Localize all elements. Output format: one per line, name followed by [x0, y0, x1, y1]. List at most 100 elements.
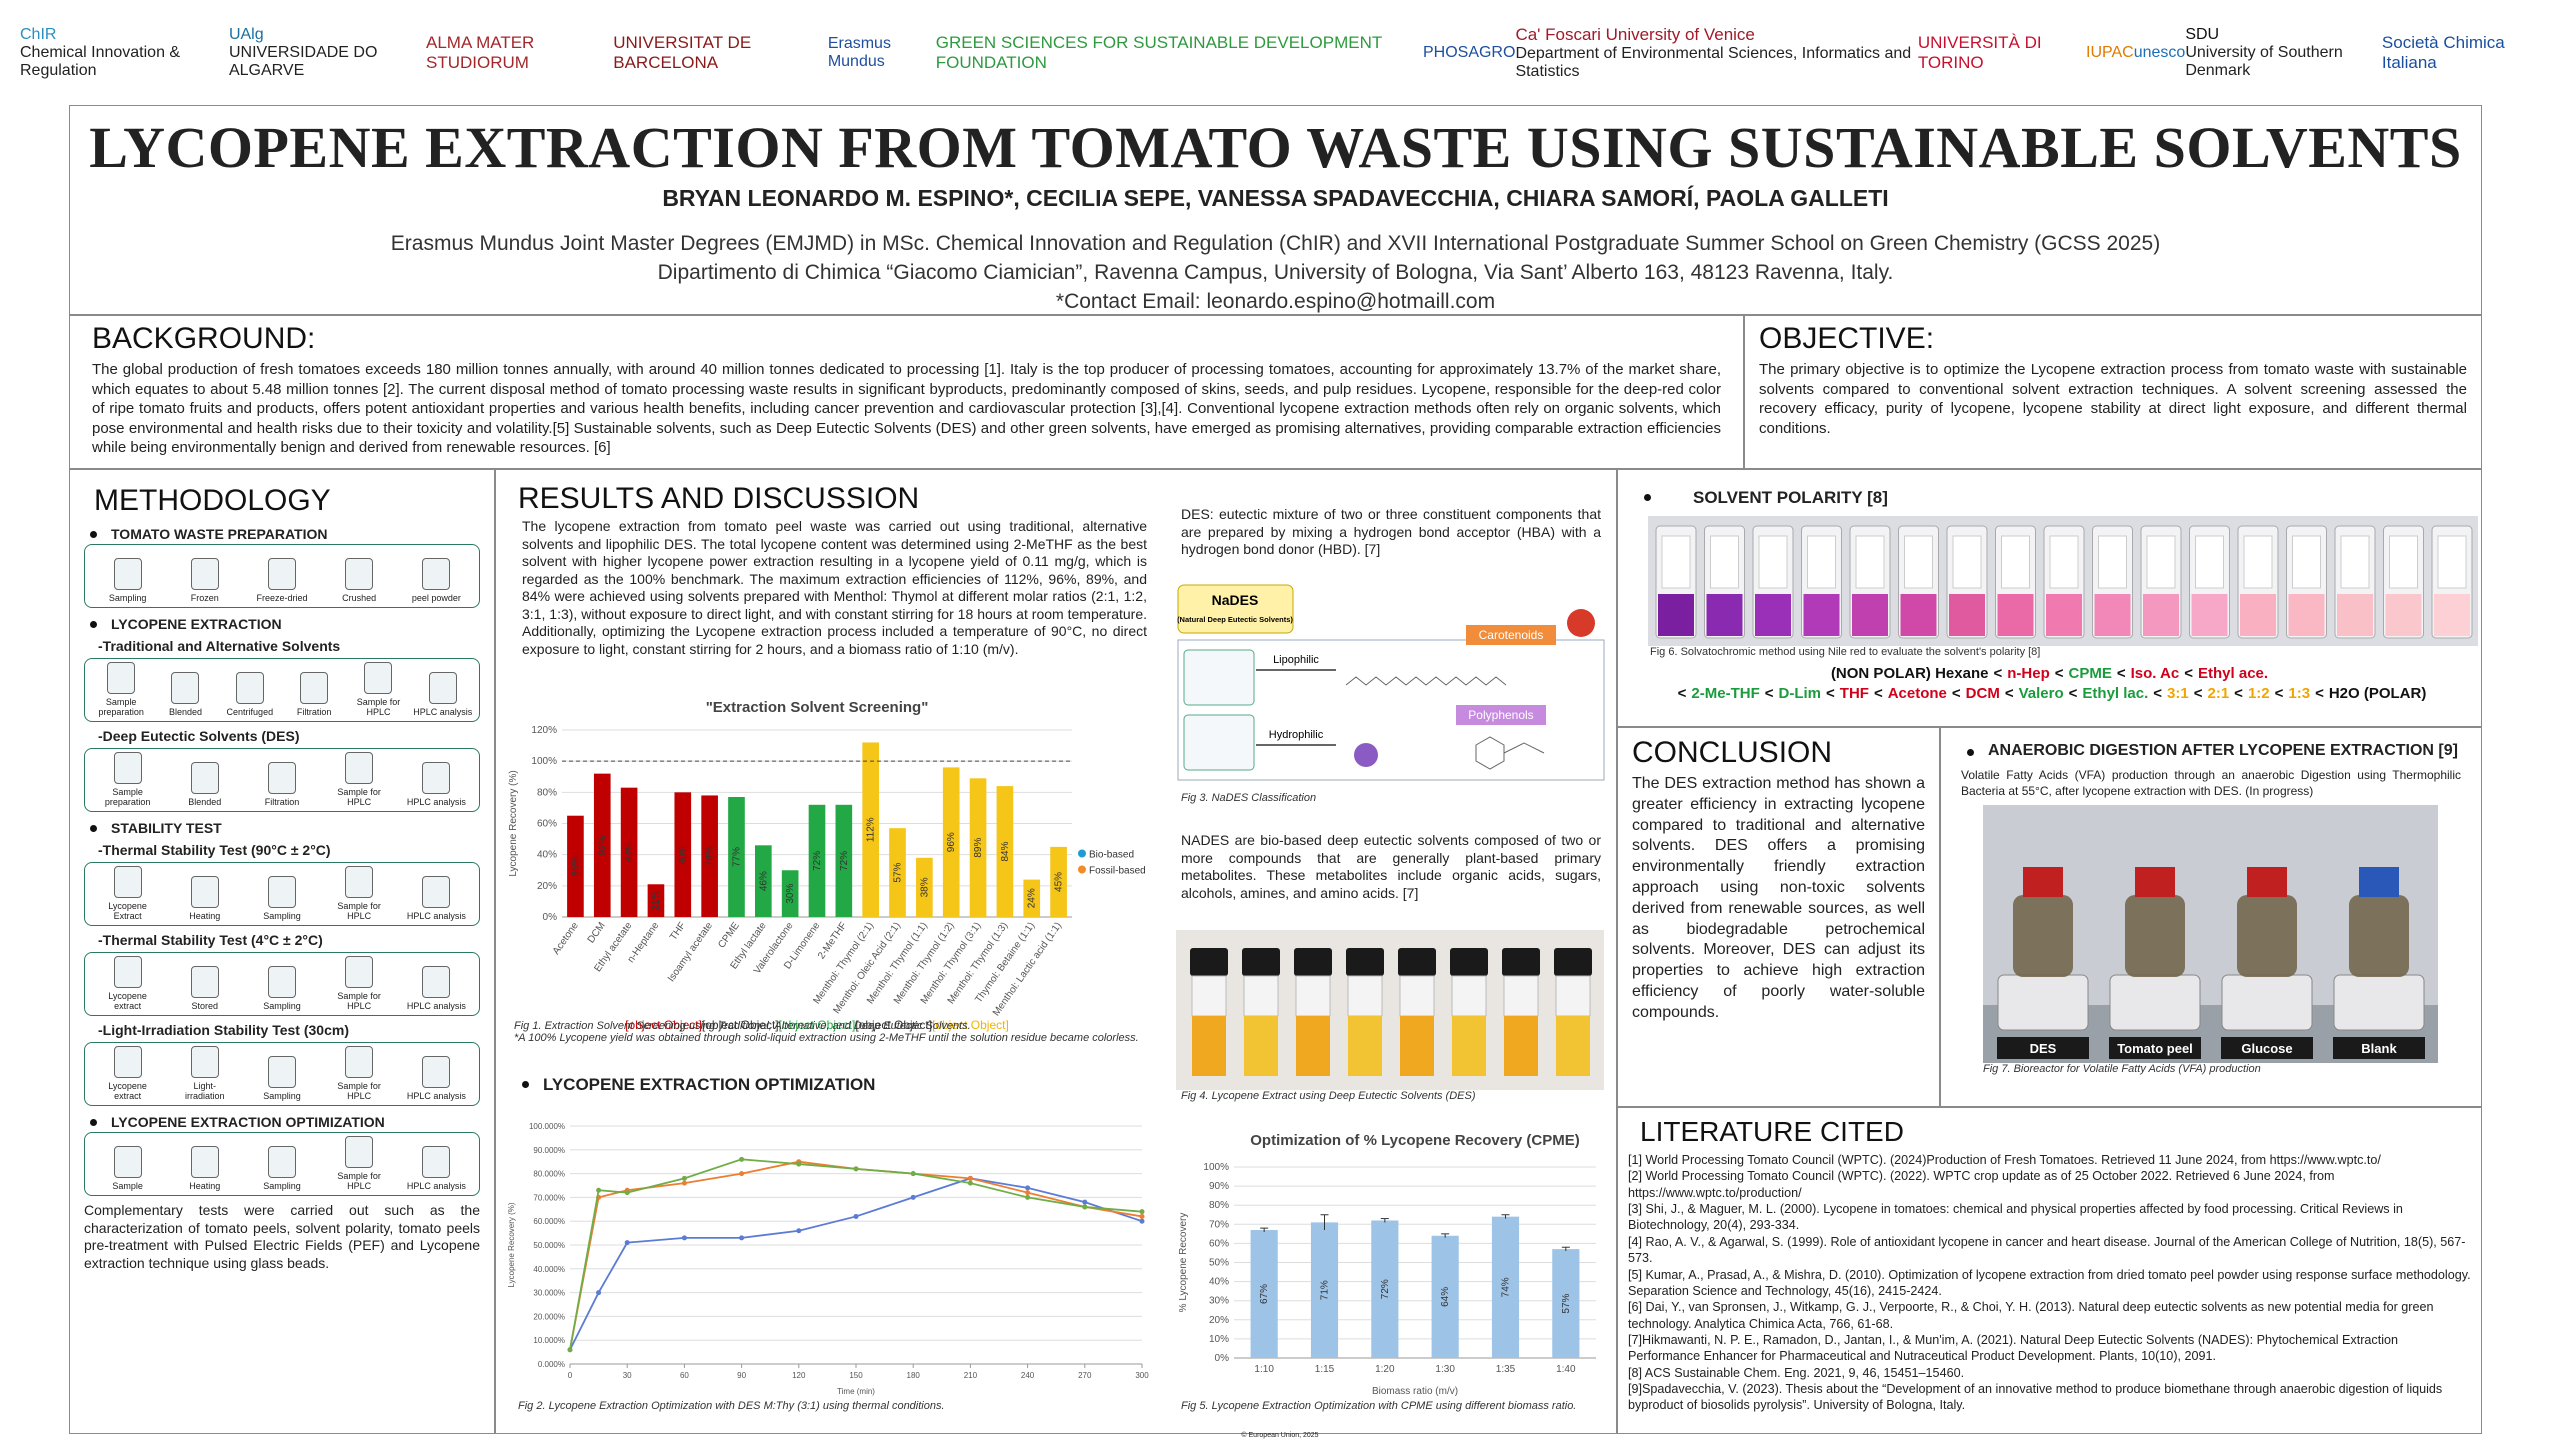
step-label: Heating [189, 1181, 221, 1191]
step: Heating [175, 876, 235, 921]
bar [701, 795, 718, 917]
x-tick-label: 60 [680, 1371, 689, 1380]
y-tick-label: 70.000% [533, 1193, 565, 1202]
vial-liquid [2288, 594, 2325, 636]
y-tick-label: 10% [1209, 1334, 1229, 1345]
step: Light-irradiation [175, 1046, 235, 1101]
x-tick-label: CPME [716, 920, 742, 950]
fig7-photo: DES Tomato peel Glucose Blank [1983, 805, 2438, 1064]
x-tick-label: 1:20 [1375, 1364, 1395, 1375]
separator: < [2068, 685, 2078, 703]
footnote-part: [object Object] [779, 1018, 856, 1032]
bullet [1967, 749, 1974, 756]
logo-text: SDU [2185, 25, 2220, 43]
point [796, 1161, 802, 1167]
bar [1552, 1249, 1580, 1358]
reference: [3] Shi, J., & Maguer, M. L. (2000). Lyc… [1628, 1202, 2403, 1233]
step-icon [113, 558, 142, 590]
text: LYCOPENE EXTRACTION OPTIMIZATION [543, 1075, 876, 1094]
step-icon [190, 966, 219, 998]
bottle [2237, 895, 2297, 978]
fig4-photo [1176, 930, 1604, 1090]
legend-swatch [1078, 865, 1086, 874]
chart-title: Optimization of % Lycopene Recovery (CPM… [1250, 1132, 1580, 1149]
step-label: Sampling [108, 593, 147, 603]
vial-label [1191, 975, 1227, 1017]
step: HPLC analysis [406, 966, 466, 1011]
step-icon [422, 762, 451, 794]
y-tick-label: 60% [1209, 1238, 1229, 1249]
logo-text: UNIVERSITÀ DI TORINO [1917, 32, 2042, 72]
step-icon [113, 1046, 142, 1078]
step-label: Sample preparation [98, 697, 144, 717]
bottle-cap [2023, 867, 2063, 898]
x-tick-label: 240 [1021, 1371, 1035, 1380]
logo: unesco [2134, 44, 2186, 62]
section-title: STABILITY TEST [84, 820, 486, 836]
nades-figure: NaDES (Natural Deep Eutectic Solvents) Lip… [1177, 584, 1605, 781]
step: HPLC analysis [406, 876, 466, 921]
logo-text: unesco [2133, 43, 2186, 61]
point [796, 1228, 802, 1234]
step: Sampling [252, 966, 312, 1011]
stirrer [2109, 974, 2201, 1031]
legend-label: Bio-based [1089, 850, 1134, 861]
point [1082, 1204, 1088, 1210]
logo-text: ALMA MATER STUDIORUM [426, 32, 535, 72]
vial-liquid [1706, 594, 1743, 636]
logo-text: ChIR [20, 25, 57, 43]
anaerobic-heading: ANAEROBIC DIGESTION AFTER LYCOPENE EXTRA… [1961, 742, 2461, 760]
polarity-item: 1:3 [2288, 685, 2311, 703]
data-label: 45% [1054, 872, 1065, 892]
step-icon [267, 876, 296, 908]
data-label: 96% [946, 832, 957, 852]
step-icon [422, 1146, 451, 1178]
logo-text: UNIVERSITAT DE BARCELONA [613, 32, 752, 72]
step-icon [190, 558, 219, 590]
vial-liquid [1452, 1016, 1486, 1076]
step: Filtration [284, 672, 344, 717]
step-label: Blended [168, 707, 202, 717]
step: Blended [155, 672, 215, 717]
data-label: 78% [705, 846, 716, 866]
step-icon [345, 866, 374, 898]
data-label: 38% [919, 877, 930, 897]
section-title: TOMATO WASTE PREPARATION [84, 526, 486, 542]
carotenoids-tag [1466, 625, 1556, 645]
step-icon [171, 672, 200, 704]
vial-cap [1346, 948, 1384, 976]
vial-liquid [2191, 594, 2228, 636]
fig1-chart: "Extraction Solvent Screening" 0% 20% 40% 60… [508, 699, 1146, 1032]
vial-label [2243, 535, 2273, 589]
vial-label [1758, 535, 1788, 589]
step-icon [235, 672, 264, 704]
footnote-part: [object Object] [625, 1018, 702, 1032]
vial-liquid [1949, 594, 1985, 636]
hba-box [1183, 649, 1255, 706]
heading: BACKGROUND: [92, 322, 316, 355]
section-title: LYCOPENE EXTRACTION [84, 616, 486, 632]
separator: < [2193, 685, 2203, 703]
stirrer [1997, 974, 2089, 1031]
separator: < [1873, 685, 1883, 703]
vial-label [1807, 535, 1836, 589]
step-label: HPLC analysis [406, 1001, 466, 1011]
section-title: LYCOPENE EXTRACTION OPTIMIZATION [84, 1114, 486, 1130]
bar [942, 767, 960, 917]
point [967, 1175, 973, 1181]
step-label: Sample for HPLC [337, 901, 381, 921]
y-tick-label: 90.000% [533, 1146, 565, 1155]
fig6-caption: Fig 6. Solvatochromic method using Nile … [1650, 646, 2041, 658]
vial-cap [1190, 948, 1228, 976]
text: ANAEROBIC DIGESTION AFTER LYCOPENE EXTRA… [1988, 742, 2458, 759]
fig2-chart: 0.000% 10.000% 20.000% 30.000% 40.000% 50.000… [507, 1122, 1149, 1396]
section-sub: -Deep Eutectic Solvents (DES) [98, 728, 300, 744]
vial-liquid [1192, 1016, 1226, 1076]
hbd-box [1183, 714, 1255, 771]
step-label: peel powder [411, 593, 461, 603]
step-icon [422, 1056, 451, 1088]
data-label: 71% [1320, 1280, 1331, 1300]
objective-text: The primary objective is to optimize the… [1759, 361, 2467, 437]
results-text: The lycopene extraction from tomato peel… [522, 518, 1147, 657]
